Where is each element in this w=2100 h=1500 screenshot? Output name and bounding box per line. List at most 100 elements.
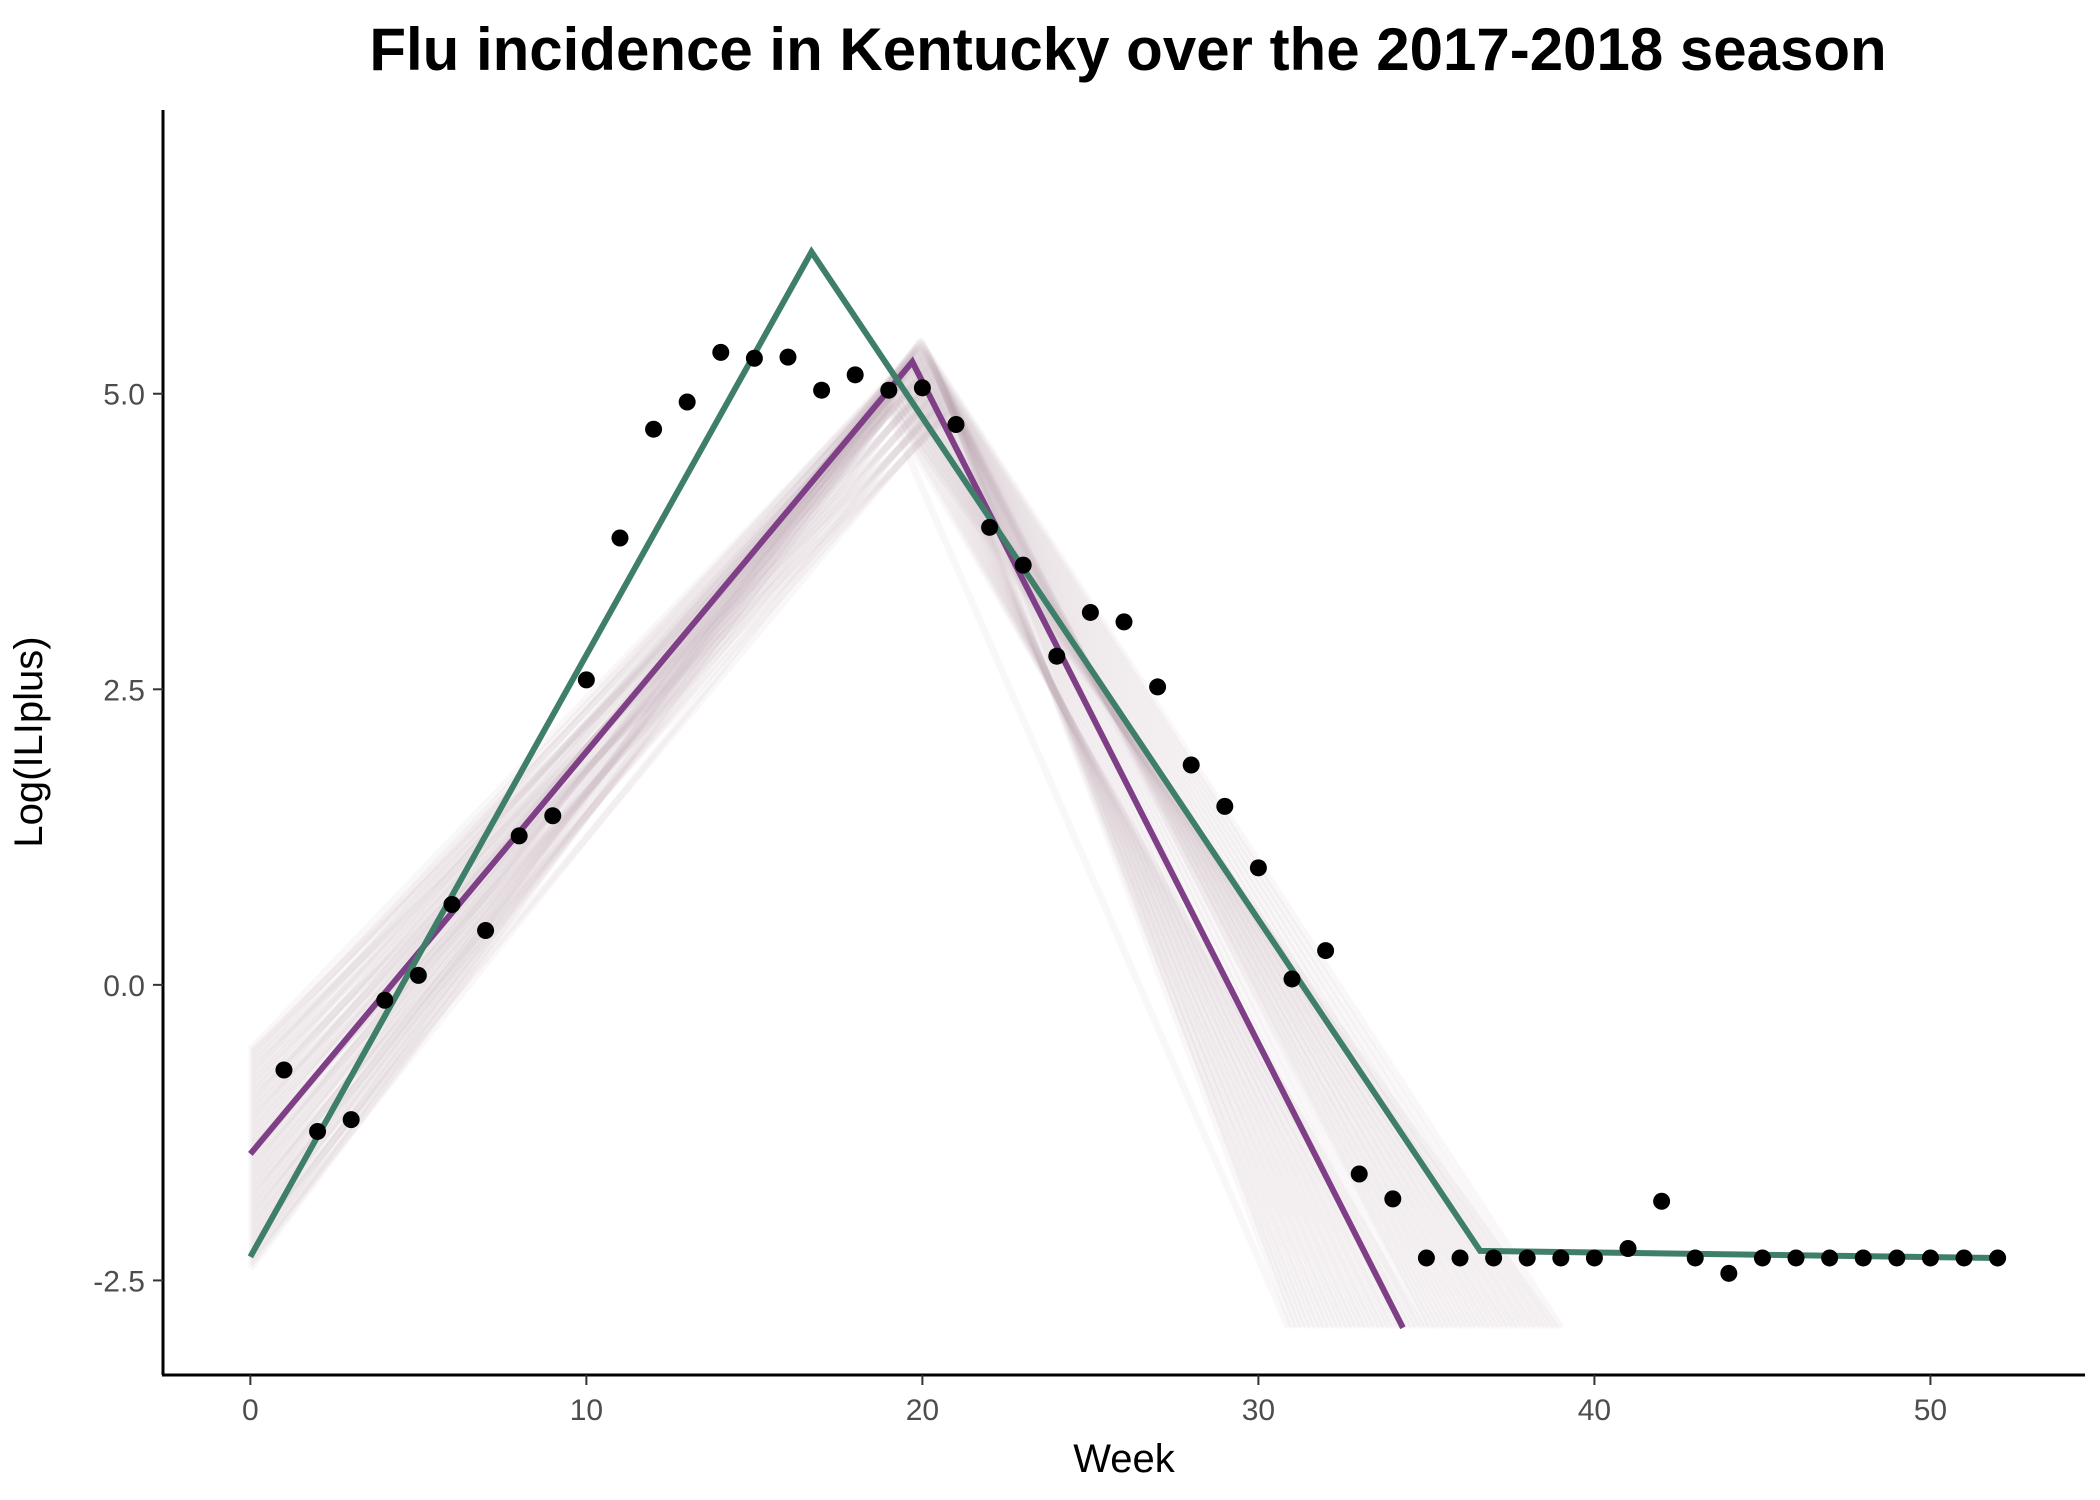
data-point	[544, 807, 562, 825]
posterior-sample-line	[247, 359, 1527, 1330]
data-point	[1485, 1249, 1503, 1267]
data-point	[1384, 1190, 1402, 1208]
data-point	[1014, 556, 1032, 574]
posterior-sample-line	[247, 400, 1311, 1329]
y-tick-label: 5.0	[103, 379, 145, 412]
posterior-sample-line	[247, 400, 1417, 1330]
posterior-sample-line	[247, 374, 1500, 1330]
data-point	[846, 366, 864, 384]
data-point	[1115, 613, 1133, 631]
green-fit-line	[247, 246, 1998, 1261]
posterior-sample-line	[247, 379, 1491, 1330]
posterior-sample-line	[247, 371, 1362, 1330]
posterior-sample-line	[247, 343, 1306, 1329]
posterior-sample-line	[247, 362, 1385, 1330]
data-point	[1417, 1249, 1435, 1267]
posterior-sample-line	[247, 347, 1315, 1330]
posterior-sample-line	[247, 338, 1297, 1329]
data-point	[1182, 756, 1200, 774]
data-point	[611, 529, 629, 547]
purple-fit-line	[248, 356, 1406, 1330]
posterior-sample-line	[247, 386, 1389, 1330]
data-point	[1989, 1249, 2007, 1267]
data-point	[745, 349, 763, 367]
y-tick-label: 2.5	[103, 674, 145, 707]
posterior-sample-line	[247, 343, 1421, 1330]
posterior-sample-line	[247, 388, 1472, 1330]
x-axis-title: Week	[1073, 1437, 1176, 1481]
posterior-sample-line	[247, 340, 1440, 1330]
data-point	[1081, 603, 1099, 621]
data-point	[1619, 1240, 1637, 1257]
posterior-sample-line	[247, 345, 1555, 1330]
data-point	[309, 1122, 327, 1140]
data-point	[1149, 678, 1167, 696]
data-point	[1317, 942, 1335, 960]
data-point	[1854, 1249, 1872, 1267]
data-point	[1921, 1249, 1939, 1267]
data-point	[577, 671, 595, 689]
data-point	[1451, 1249, 1469, 1267]
posterior-sample-line	[247, 381, 1348, 1330]
posterior-sample-line	[247, 386, 1339, 1330]
data-point	[880, 381, 898, 399]
posterior-sample-line	[247, 350, 1546, 1330]
y-axis-ticks: -2.5 0.0 2.5 5.0	[93, 379, 163, 1298]
x-tick-label: 20	[906, 1394, 939, 1427]
posterior-sample-line	[247, 367, 1375, 1330]
data-point	[779, 348, 797, 366]
data-point	[443, 895, 461, 913]
data-point	[1552, 1249, 1570, 1267]
data-point	[1955, 1249, 1973, 1267]
data-point	[1283, 970, 1301, 988]
posterior-sample-line	[247, 407, 1435, 1330]
posterior-sample-line	[247, 352, 1325, 1330]
data-point	[981, 518, 999, 536]
data-point	[645, 420, 663, 438]
data-point	[1048, 647, 1066, 665]
data-point	[1216, 797, 1234, 815]
y-tick-label: -2.5	[93, 1265, 145, 1298]
x-tick-label: 30	[1242, 1394, 1275, 1427]
y-tick-label: 0.0	[103, 970, 145, 1003]
fitted-lines	[247, 246, 1998, 1330]
x-tick-label: 0	[242, 1394, 259, 1427]
posterior-sample-line	[247, 376, 1371, 1330]
data-point	[947, 415, 965, 433]
posterior-sample-line	[247, 395, 1408, 1330]
posterior-sample-line	[247, 398, 1550, 1330]
data-point	[409, 966, 427, 984]
x-axis-ticks: 0 10 20 30 40 50	[242, 1375, 1947, 1427]
posterior-sample-line	[247, 407, 1292, 1330]
data-point	[1888, 1249, 1906, 1267]
data-point	[510, 827, 528, 845]
data-point	[1249, 859, 1267, 877]
data-points	[275, 343, 2007, 1282]
posterior-sample-line	[247, 345, 1449, 1330]
data-point	[477, 921, 495, 939]
posterior-sample-line	[247, 393, 1463, 1330]
data-point	[678, 393, 696, 411]
data-point	[913, 379, 931, 397]
data-point	[1518, 1249, 1536, 1267]
posterior-sample-line	[247, 347, 1412, 1330]
posterior-sample-line	[247, 352, 1403, 1330]
data-point	[1350, 1165, 1368, 1183]
posterior-sample-line	[247, 403, 1560, 1330]
data-point	[1720, 1264, 1738, 1282]
data-point	[1585, 1249, 1603, 1267]
y-axis-title: Log(ILIplus)	[7, 636, 51, 847]
data-point	[1821, 1249, 1839, 1267]
x-tick-label: 40	[1578, 1394, 1611, 1427]
data-point	[1787, 1249, 1805, 1267]
data-point	[376, 991, 394, 1009]
data-point	[1653, 1192, 1671, 1210]
posterior-sample-line	[247, 383, 1481, 1330]
posterior-sample-line	[247, 350, 1458, 1330]
posterior-sample-line	[247, 371, 1366, 1330]
posterior-sample-line	[247, 355, 1537, 1330]
x-tick-label: 50	[1914, 1394, 1947, 1427]
posterior-sample-line	[247, 374, 1504, 1330]
data-point	[813, 381, 831, 399]
